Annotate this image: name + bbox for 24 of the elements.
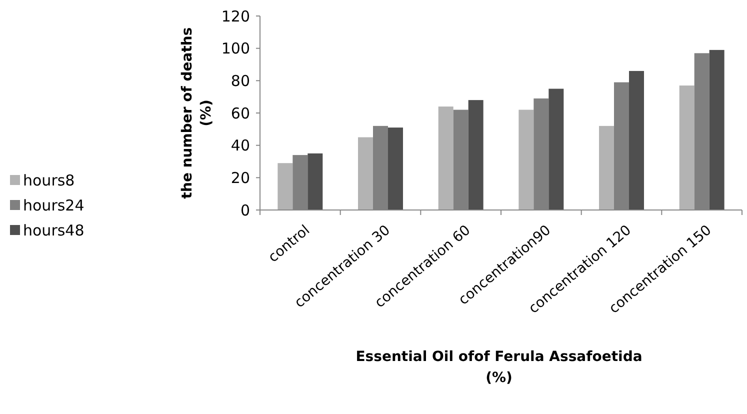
bar xyxy=(468,100,484,210)
y-tick-label: 100 xyxy=(221,40,250,58)
y-tick-label: 40 xyxy=(230,136,250,155)
y-tick-label: 80 xyxy=(230,72,250,90)
y-tick-label: 20 xyxy=(230,168,250,187)
bar xyxy=(679,86,694,210)
y-tick-label: 120 xyxy=(221,7,250,26)
y-tick-label: 60 xyxy=(230,104,250,122)
x-axis-title: Essential Oil ofof Ferula Assafoetida (%) xyxy=(356,348,642,386)
bar xyxy=(629,70,644,210)
bar xyxy=(358,137,374,210)
bar xyxy=(599,126,614,210)
y-tick-label: 0 xyxy=(240,201,250,220)
legend-label: hours24 xyxy=(23,196,84,214)
bar xyxy=(308,153,323,210)
legend-label: hours8 xyxy=(23,171,75,190)
y-axis-title: the number of deaths (%) xyxy=(179,27,214,199)
bar xyxy=(518,110,534,210)
bar xyxy=(548,88,564,210)
legend-label: hours48 xyxy=(23,221,84,240)
bar xyxy=(709,50,724,210)
bar xyxy=(278,163,293,210)
bar xyxy=(388,128,403,210)
bar xyxy=(438,106,454,210)
